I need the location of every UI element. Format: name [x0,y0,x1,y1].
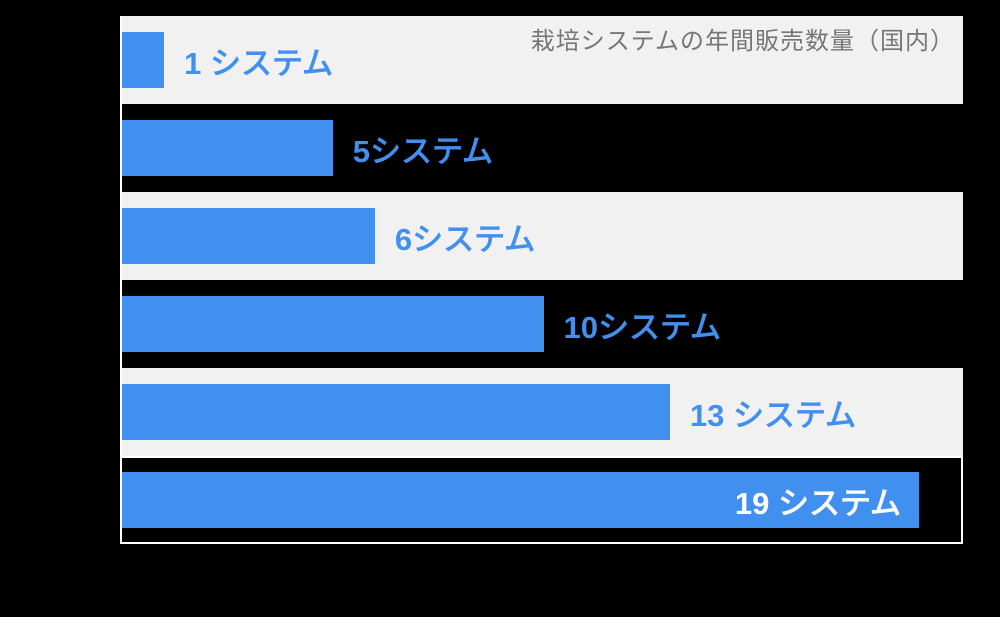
bar [122,384,670,440]
bar-value-label: 10システム [563,309,722,345]
y-axis-line [120,16,122,544]
bar-value-label: 6システム [394,221,536,257]
bar: 19 システム [122,472,920,528]
bar [122,120,333,176]
chart-row: 13 システム [120,368,963,456]
chart-plot-area: 栽培システムの年間販売数量（国内） 1 システム 5システム 6システム 10システム… [120,16,963,544]
chart-row: 6システム [120,192,963,280]
bar-value-label: 13 システム [689,397,857,433]
bar-value-label: 19 システム [734,485,902,521]
chart-row: 19 システム [120,456,963,544]
chart-row: 5システム [120,104,963,192]
bar [122,296,544,352]
chart-row: 1 システム [120,16,963,104]
bar-value-label: 1 システム [184,45,334,81]
bar [122,208,375,264]
bar-value-label: 5システム [352,133,494,169]
bar [122,32,165,88]
chart-row: 10システム [120,280,963,368]
chart-title: 栽培システムの年間販売数量（国内） [530,28,955,55]
